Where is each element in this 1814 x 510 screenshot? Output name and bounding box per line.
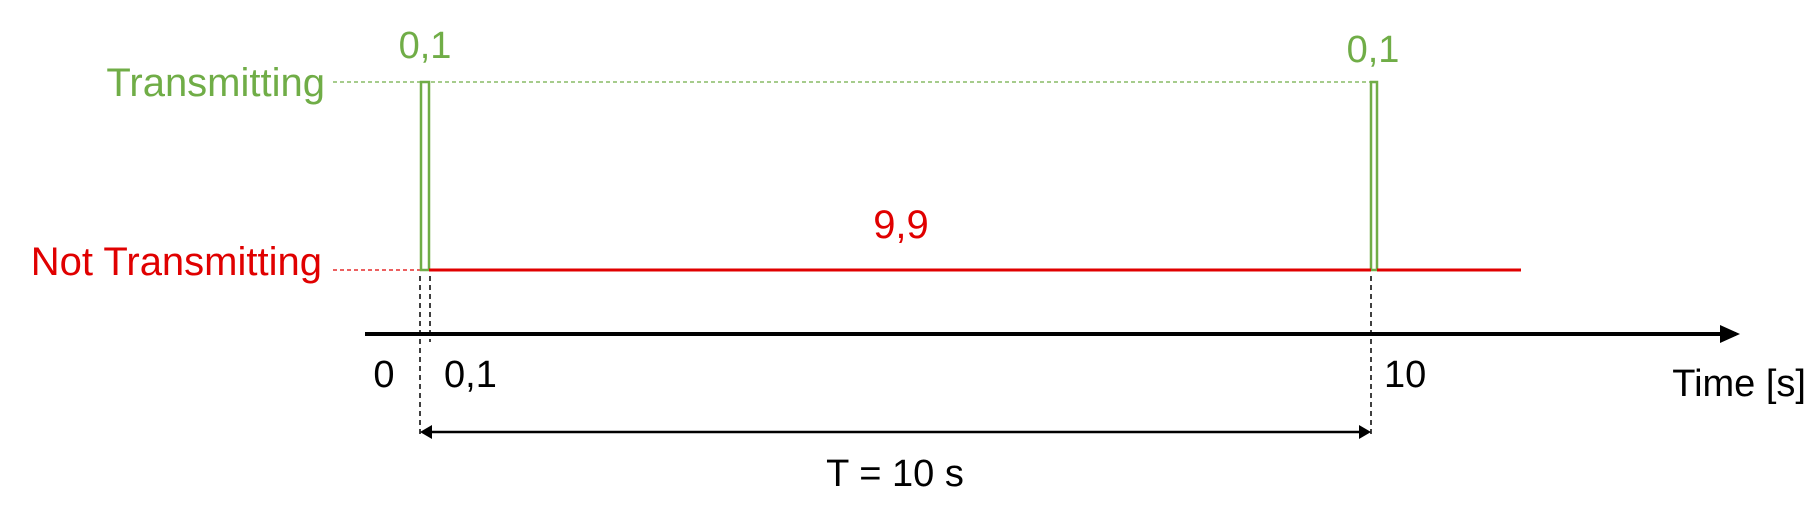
tick-label-period: 10 [1384,354,1426,396]
time-axis-arrowhead [1720,325,1740,343]
not-transmitting-level-label: Not Transmitting [31,240,322,284]
idle-duration-label: 9,9 [873,203,929,247]
period-label: T = 10 s [826,453,964,495]
tick-label-zero: 0 [373,354,394,396]
time-axis-title: Time [s] [1672,363,1806,405]
tick-label-pulse: 0,1 [444,354,497,396]
first-transmit-pulse [419,80,431,272]
first-pulse-duration-label: 0,1 [399,25,452,67]
transmitting-level-label: Transmitting [106,61,325,105]
period-arrow-left [420,425,432,439]
period-arrow-right [1359,425,1371,439]
second-transmit-pulse [1369,80,1379,272]
second-pulse-duration-label: 0,1 [1347,29,1400,71]
